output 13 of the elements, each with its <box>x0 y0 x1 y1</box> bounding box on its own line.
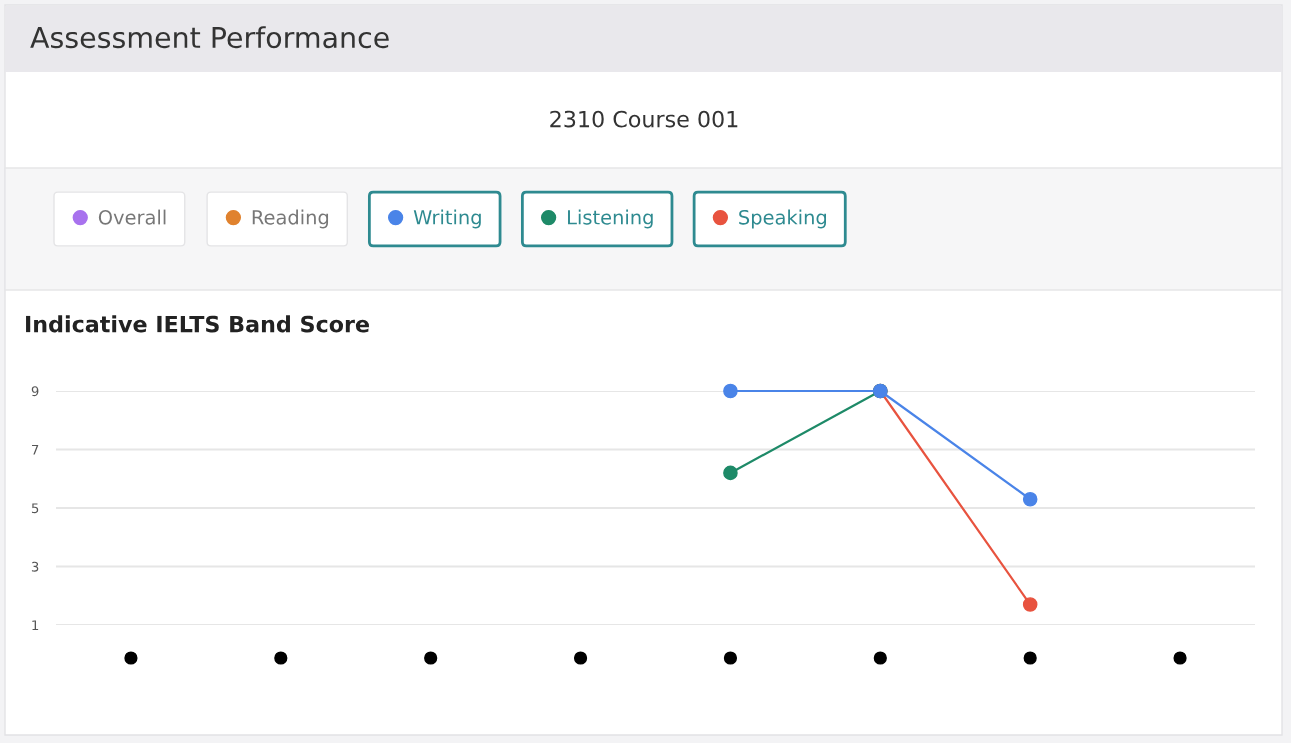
chart-title: Assessment Performance <box>30 26 389 49</box>
legend-label: Writing <box>413 209 481 229</box>
y-axis-title: Indicative IELTS Band Score <box>26 315 369 333</box>
y-tick-label: 7 <box>32 444 39 455</box>
y-tick-label: 1 <box>32 620 39 631</box>
legend-label: Reading <box>252 209 329 229</box>
legend-label: Speaking <box>739 209 826 229</box>
legend-label: Listening <box>568 209 653 229</box>
legend-label: Overall <box>98 209 166 225</box>
y-tick-label: 9 <box>31 386 39 397</box>
chart-subtitle: 2310 Course 001 <box>550 110 738 128</box>
y-tick-label: 5 <box>31 503 39 514</box>
y-tick-label: 3 <box>31 561 39 572</box>
